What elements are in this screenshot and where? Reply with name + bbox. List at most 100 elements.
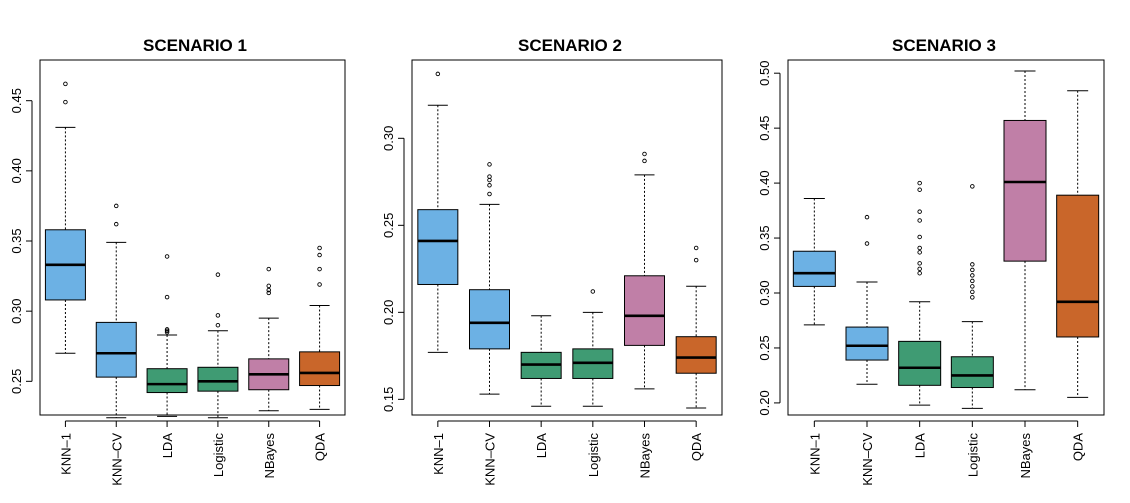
- iqr-box: [898, 340, 942, 386]
- box-logistic: [950, 184, 994, 409]
- box-lda: [898, 180, 942, 406]
- panel-title: SCENARIO 3: [892, 36, 996, 55]
- x-tick-label: LDA: [913, 433, 928, 459]
- x-tick-label: LDA: [534, 433, 549, 459]
- box-knn-1: [417, 71, 459, 353]
- outlier-point: [970, 267, 975, 273]
- plot-frame: [411, 59, 723, 416]
- outlier-point: [164, 294, 170, 300]
- iqr-box: [792, 250, 836, 287]
- outlier-point: [642, 151, 647, 157]
- outlier-point: [487, 174, 492, 179]
- box-qda: [675, 245, 717, 409]
- outlier-point: [970, 284, 975, 289]
- y-tick-label: 0.40: [757, 170, 772, 195]
- x-tick-label: QDA: [1071, 433, 1086, 462]
- outlier-point: [63, 81, 68, 87]
- y-tick-label: 0.25: [757, 335, 772, 360]
- y-tick-label: 0.50: [757, 61, 772, 86]
- outlier-point: [63, 99, 68, 105]
- outlier-point: [435, 71, 441, 77]
- y-tick-label: 0.20: [757, 390, 772, 415]
- x-tick-label: KNN–1: [58, 433, 73, 475]
- y-tick-label: 0.35: [757, 225, 772, 250]
- box-knn-cv: [95, 203, 137, 419]
- x-tick-label: KNN–CV: [860, 433, 875, 486]
- y-tick-label: 0.45: [757, 115, 772, 140]
- outlier-point: [164, 254, 170, 259]
- outlier-point: [164, 328, 170, 334]
- outlier-point: [864, 241, 870, 246]
- x-tick-label: NBayes: [262, 433, 277, 479]
- y-tick-label: 0.45: [9, 88, 24, 113]
- outlier-point: [917, 261, 922, 266]
- outlier-point: [917, 266, 922, 272]
- x-tick-label: LDA: [160, 433, 175, 459]
- outlier-point: [487, 162, 492, 167]
- outlier-point: [266, 290, 272, 296]
- x-tick-label: NBayes: [638, 433, 653, 479]
- iqr-box: [95, 321, 137, 378]
- outlier-point: [487, 191, 492, 197]
- box-knn-cv: [845, 214, 889, 385]
- box-nbayes: [1003, 70, 1047, 391]
- iqr-box: [469, 289, 510, 350]
- outlier-point: [487, 183, 492, 188]
- outlier-point: [266, 266, 272, 272]
- iqr-box: [624, 275, 665, 346]
- iqr-box: [1003, 119, 1047, 262]
- panel-scenario-1: SCENARIO 1 0.25 0.30 0.35 0.40 0.45 KNN–1 KNN–C…: [9, 36, 346, 486]
- panel-scenario-3: SCENARIO 3 0.20 0.25 0.30 0.35 0.40 0.45 0.50 KN…: [757, 36, 1105, 486]
- iqr-box: [845, 326, 889, 361]
- y-tick-label: 0.25: [9, 369, 24, 394]
- outlier-point: [317, 266, 322, 272]
- y-tick-label: 0.40: [9, 158, 24, 183]
- outlier-point: [970, 184, 975, 189]
- plot-frame: [39, 59, 346, 416]
- y-tick-label: 0.25: [381, 213, 396, 238]
- iqr-box: [417, 209, 459, 285]
- x-tick-label: KNN–CV: [109, 433, 124, 486]
- outlier-point: [917, 180, 922, 186]
- outlier-point: [317, 245, 322, 251]
- x-tick-label: QDA: [313, 433, 328, 462]
- outlier-point: [266, 287, 272, 293]
- box-nbayes: [248, 266, 290, 412]
- x-tick-label: KNN–1: [431, 433, 446, 475]
- outlier-point: [317, 282, 322, 287]
- x-tick-label: Logistic: [586, 433, 601, 478]
- x-tick-label: KNN–1: [807, 433, 822, 475]
- outlier-point: [917, 218, 922, 223]
- outlier-point: [215, 322, 221, 328]
- x-tick-label: QDA: [689, 433, 704, 462]
- outlier-point: [590, 289, 596, 294]
- y-tick-label: 0.15: [381, 387, 396, 412]
- outlier-point: [215, 272, 221, 277]
- box-lda: [520, 315, 562, 407]
- outlier-point: [164, 327, 170, 332]
- x-tick-label: NBayes: [1018, 433, 1033, 479]
- y-tick-label: 0.30: [757, 280, 772, 305]
- panel-title: SCENARIO 2: [518, 36, 622, 55]
- outlier-point: [970, 262, 975, 267]
- y-tick-label: 0.30: [381, 126, 396, 151]
- outlier-point: [642, 158, 647, 164]
- box-lda: [146, 254, 188, 417]
- outlier-point: [970, 289, 975, 295]
- outlier-point: [266, 283, 272, 289]
- iqr-box: [1056, 194, 1100, 338]
- box-knn-1: [44, 81, 86, 354]
- outlier-point: [864, 214, 870, 220]
- outlier-point: [215, 313, 221, 318]
- box-nbayes: [624, 151, 665, 390]
- outlier-point: [317, 252, 322, 258]
- box-knn-cv: [469, 162, 510, 395]
- y-tick-label: 0.35: [9, 228, 24, 253]
- iqr-box: [299, 351, 341, 387]
- outlier-point: [113, 221, 119, 227]
- box-logistic: [572, 289, 614, 407]
- y-tick-label: 0.30: [9, 299, 24, 324]
- x-tick-label: KNN–CV: [483, 433, 498, 486]
- iqr-box: [950, 356, 994, 389]
